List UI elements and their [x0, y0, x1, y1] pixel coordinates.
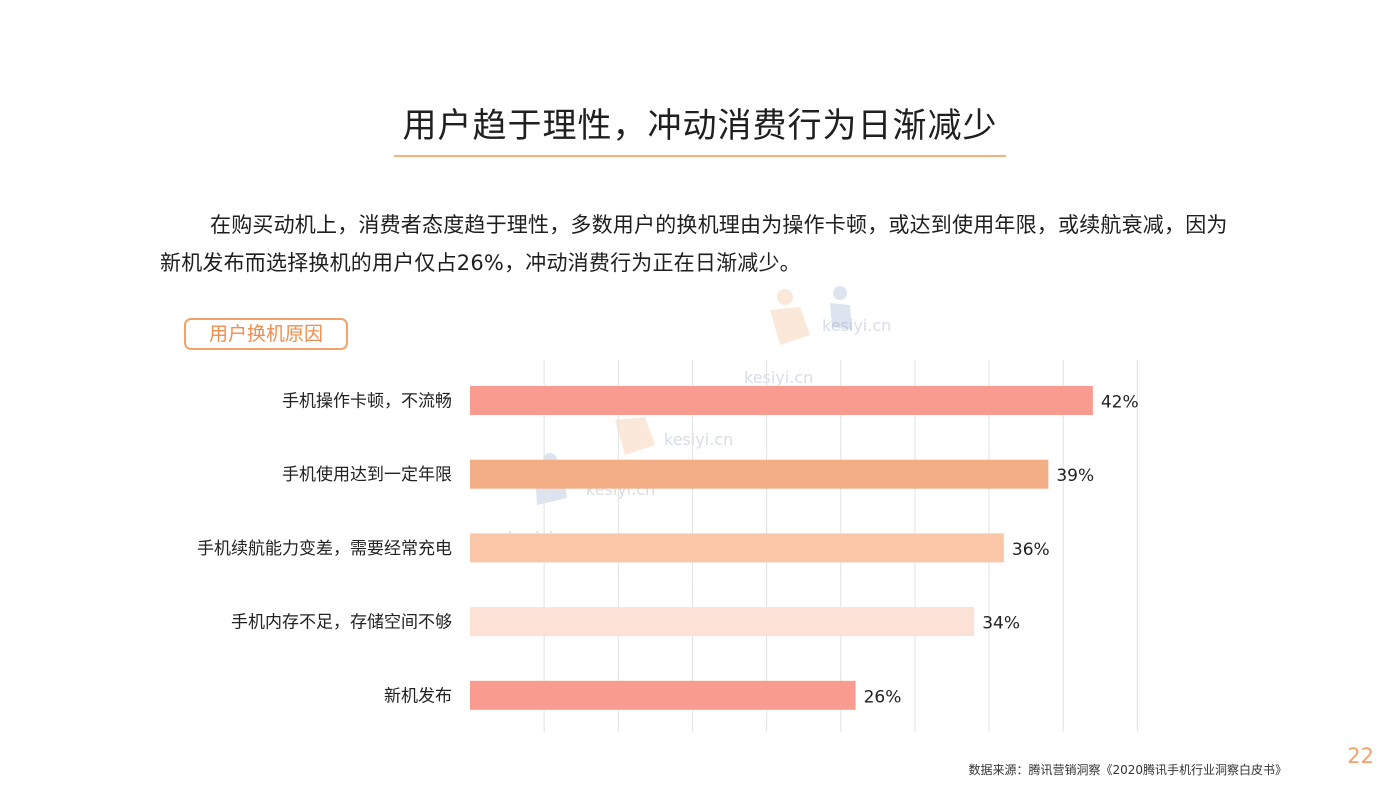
source-note: 数据来源：腾讯营销洞察《2020腾讯手机行业洞察白皮书》 [968, 763, 1287, 777]
bar [470, 386, 1093, 415]
category-label: 手机操作卡顿，不流畅 [282, 392, 452, 412]
value-label: 34% [982, 614, 1020, 634]
bar [470, 533, 1004, 563]
category-label: 新机发布 [384, 686, 452, 706]
section-label: 用户换机原因 [184, 318, 348, 350]
page-title: 用户趋于理性，冲动消费行为日渐减少 [402, 106, 998, 146]
watermark-text: kesiyi.cn [822, 316, 892, 335]
watermark-text: kesiyi.cn [744, 368, 814, 387]
category-label: 手机使用达到一定年限 [282, 464, 452, 485]
runner-watermark-icon [770, 286, 852, 345]
page-number: 22 [1347, 744, 1374, 768]
value-label: 26% [864, 687, 902, 707]
category-label: 手机内存不足，存储空间不够 [231, 613, 452, 633]
bar [470, 680, 856, 710]
value-label: 39% [1056, 466, 1094, 486]
watermark-text: kesiyi.cn [664, 430, 734, 449]
bar [470, 459, 1049, 489]
category-label: 手机续航能力变差，需要经常充电 [197, 539, 452, 559]
bar [470, 607, 975, 637]
title-underline [394, 155, 1006, 157]
intro-paragraph: 在购买动机上，消费者态度趋于理性，多数用户的换机理由为操作卡顿，或达到使用年限，… [160, 213, 1228, 275]
value-label: 36% [1012, 540, 1050, 560]
value-label: 42% [1101, 393, 1139, 413]
